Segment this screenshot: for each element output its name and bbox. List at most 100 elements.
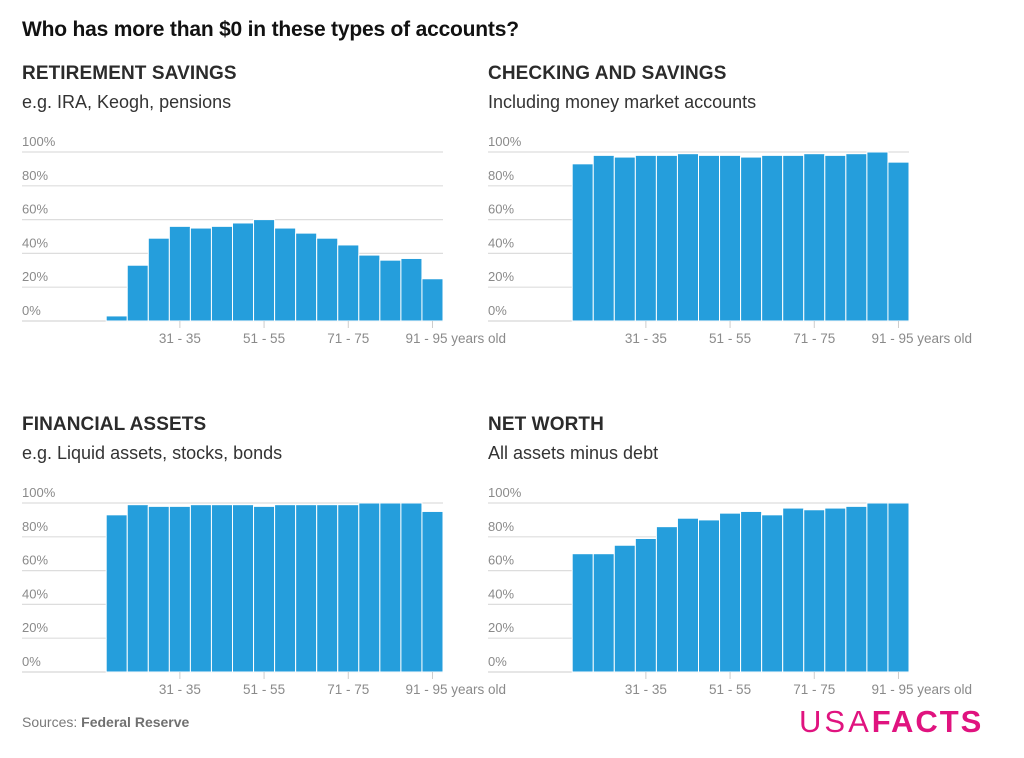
bar-chart: 0% 20% 40% 60% 80% 100% 31 - 35 51 - 55 71 - 75 9… bbox=[22, 485, 506, 697]
x-tick-label: 91 - 95 years old bbox=[871, 331, 972, 346]
bar-chart: 0% 20% 40% 60% 80% 100% 31 - 35 51 - 55 71 - 75 9… bbox=[488, 485, 972, 697]
y-tick-label: 40% bbox=[488, 586, 514, 601]
x-tick-label: 71 - 75 bbox=[327, 331, 369, 346]
x-tick-label: 91 - 95 years old bbox=[405, 682, 506, 697]
usafacts-logo: USAFACTS bbox=[799, 704, 983, 740]
logo-text-usa: USA bbox=[799, 704, 872, 739]
bar-86-90 bbox=[866, 502, 889, 673]
bar-36-40 bbox=[189, 227, 212, 322]
sources-label: Sources: bbox=[22, 714, 78, 730]
bar-71-75 bbox=[337, 504, 360, 673]
bar-51-55 bbox=[719, 154, 742, 322]
x-tick-label: 91 - 95 years old bbox=[405, 331, 506, 346]
y-tick-label: 60% bbox=[22, 553, 48, 568]
chart-subtitle: e.g. IRA, Keogh, pensions bbox=[22, 92, 232, 112]
y-tick-label: 40% bbox=[488, 235, 514, 250]
bar-86-90 bbox=[400, 257, 423, 322]
bar-76-80 bbox=[358, 502, 381, 673]
x-tick-label: 51 - 55 bbox=[709, 682, 751, 697]
bar-91-95 bbox=[421, 278, 444, 322]
bar-71-75 bbox=[803, 153, 826, 322]
bar-21-25 bbox=[592, 154, 615, 322]
logo-text-facts: FACTS bbox=[871, 704, 984, 739]
y-tick-label: 80% bbox=[22, 519, 48, 534]
bar-56-60 bbox=[274, 227, 297, 322]
x-tick-label: 71 - 75 bbox=[793, 331, 835, 346]
y-tick-label: 0% bbox=[22, 303, 41, 318]
bar-46-50 bbox=[232, 504, 255, 673]
bar-46-50 bbox=[698, 519, 721, 673]
bar-66-70 bbox=[316, 504, 339, 673]
sources-value: Federal Reserve bbox=[81, 714, 190, 730]
chart-title: FINANCIAL ASSETS bbox=[22, 414, 207, 435]
y-tick-label: 40% bbox=[22, 586, 48, 601]
bar-31-35 bbox=[168, 225, 191, 322]
x-tick-label: 31 - 35 bbox=[625, 682, 667, 697]
bar-66-70 bbox=[782, 507, 805, 673]
bar-41-45 bbox=[676, 517, 699, 673]
bar-41-45 bbox=[210, 225, 233, 322]
chart-panel-retirement-savings: RETIREMENT SAVINGS e.g. IRA, Keogh, pens… bbox=[22, 63, 506, 363]
bar-61-65 bbox=[761, 154, 784, 322]
y-tick-label: 60% bbox=[488, 202, 514, 217]
bar-61-65 bbox=[295, 232, 318, 322]
x-tick-label: 71 - 75 bbox=[793, 682, 835, 697]
bar-31-35 bbox=[634, 154, 657, 322]
chart-panel-checking-and-savings: CHECKING AND SAVINGS Including money mar… bbox=[488, 63, 972, 363]
bar-56-60 bbox=[740, 156, 763, 322]
bar-41-45 bbox=[676, 153, 699, 322]
bar-91-95 bbox=[887, 161, 910, 322]
x-tick-label: 31 - 35 bbox=[625, 331, 667, 346]
bar-81-85 bbox=[845, 153, 868, 322]
bar-56-60 bbox=[740, 510, 763, 673]
bar-26-30 bbox=[613, 544, 636, 673]
bar-46-50 bbox=[232, 222, 255, 322]
chart-subtitle: All assets minus debt bbox=[488, 443, 659, 463]
bar-chart: 0% 20% 40% 60% 80% 100% 31 - 35 51 - 55 71 - 75 9… bbox=[488, 134, 972, 346]
y-tick-label: 60% bbox=[22, 202, 48, 217]
bar-66-70 bbox=[316, 237, 339, 322]
bar-51-55 bbox=[719, 512, 742, 673]
x-tick-label: 31 - 35 bbox=[159, 331, 201, 346]
bar-86-90 bbox=[400, 502, 423, 673]
bar-66-70 bbox=[782, 154, 805, 322]
bar-76-80 bbox=[824, 507, 847, 673]
y-tick-label: 80% bbox=[488, 519, 514, 534]
bar-56-60 bbox=[274, 504, 297, 673]
x-tick-label: 31 - 35 bbox=[159, 682, 201, 697]
bar-26-30 bbox=[147, 237, 170, 322]
bar-81-85 bbox=[379, 259, 402, 322]
bar-26-30 bbox=[613, 156, 636, 322]
y-tick-label: 0% bbox=[488, 654, 507, 669]
y-tick-label: 20% bbox=[488, 269, 514, 284]
bar-61-65 bbox=[295, 504, 318, 673]
y-tick-label: 100% bbox=[488, 485, 522, 500]
bar-21-25 bbox=[126, 264, 149, 322]
bar-16-20 bbox=[571, 163, 594, 322]
chart-subtitle: e.g. Liquid assets, stocks, bonds bbox=[22, 443, 283, 463]
chart-panel-net-worth: NET WORTH All assets minus debt 0% 20% 40%… bbox=[488, 414, 972, 714]
chart-title: NET WORTH bbox=[488, 414, 604, 435]
bar-31-35 bbox=[168, 505, 191, 673]
bar-36-40 bbox=[655, 526, 678, 673]
y-tick-label: 40% bbox=[22, 235, 48, 250]
bar-46-50 bbox=[698, 154, 721, 322]
bar-71-75 bbox=[337, 244, 360, 322]
x-tick-label: 51 - 55 bbox=[243, 682, 285, 697]
bar-26-30 bbox=[147, 505, 170, 673]
bar-36-40 bbox=[189, 504, 212, 673]
chart-title: RETIREMENT SAVINGS bbox=[22, 63, 237, 84]
bar-21-25 bbox=[592, 553, 615, 673]
y-tick-label: 20% bbox=[22, 269, 48, 284]
x-tick-label: 51 - 55 bbox=[709, 331, 751, 346]
bar-91-95 bbox=[887, 502, 910, 673]
sources-note: Sources: Federal Reserve bbox=[22, 714, 189, 730]
y-tick-label: 80% bbox=[22, 168, 48, 183]
y-tick-label: 80% bbox=[488, 168, 514, 183]
page-title: Who has more than $0 in these types of a… bbox=[22, 18, 519, 41]
bar-41-45 bbox=[210, 504, 233, 673]
bar-16-20 bbox=[105, 514, 128, 673]
y-tick-label: 100% bbox=[22, 134, 56, 149]
bar-91-95 bbox=[421, 510, 444, 673]
x-tick-label: 71 - 75 bbox=[327, 682, 369, 697]
